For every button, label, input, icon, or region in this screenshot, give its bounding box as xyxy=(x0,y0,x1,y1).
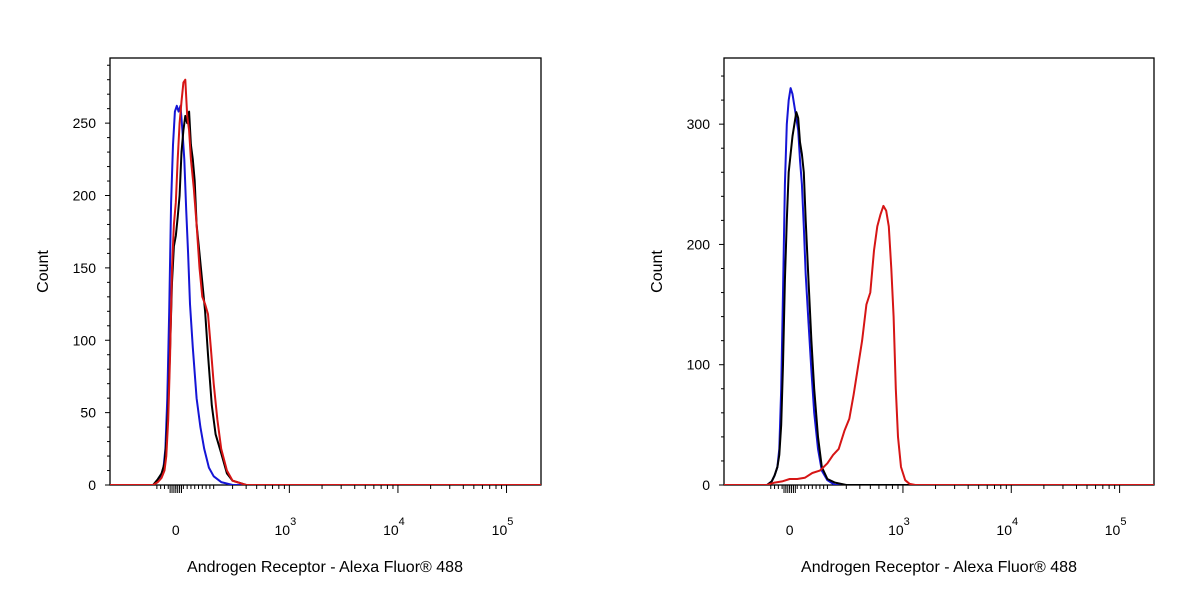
y-tick-label: 300 xyxy=(687,116,711,132)
y-tick-label: 150 xyxy=(73,260,97,276)
histogram-series-line xyxy=(110,104,541,485)
x-tick-base: 10 xyxy=(1105,522,1121,538)
x-tick-base: 10 xyxy=(996,522,1012,538)
x-tick-base: 10 xyxy=(492,522,508,538)
x-tick-base: 10 xyxy=(275,522,291,538)
x-tick-exponent: 3 xyxy=(290,516,296,528)
series-group xyxy=(110,78,541,485)
x-tick-exponent: 4 xyxy=(1012,516,1018,528)
y-tick-label: 200 xyxy=(73,188,97,204)
y-tick-label: 200 xyxy=(687,236,711,252)
x-tick-label: 105 xyxy=(492,516,514,538)
histogram-series-line xyxy=(110,78,541,485)
y-tick-label: 250 xyxy=(73,115,97,131)
histogram-series-line xyxy=(724,111,1154,485)
x-tick-base: 10 xyxy=(383,522,399,538)
histogram-series-line xyxy=(110,110,541,485)
histogram-series-line xyxy=(724,87,1154,485)
y-tick-label: 0 xyxy=(88,477,96,493)
x-tick-base: 0 xyxy=(172,522,180,538)
x-tick-label: 105 xyxy=(1105,516,1127,538)
x-tick-exponent: 4 xyxy=(399,516,405,528)
x-tick-label: 0 xyxy=(172,522,180,538)
y-tick-label: 0 xyxy=(702,477,710,493)
x-tick-label: 104 xyxy=(383,516,405,538)
x-tick-base: 0 xyxy=(786,522,794,538)
x-tick-base: 10 xyxy=(888,522,904,538)
x-tick-label: 103 xyxy=(275,516,297,538)
x-tick-label: 103 xyxy=(888,516,910,538)
plot-frame xyxy=(723,57,1155,486)
x-tick-exponent: 5 xyxy=(507,516,513,528)
histogram-series-line xyxy=(724,204,1154,485)
x-axis-label: Androgen Receptor - Alexa Fluor® 488 xyxy=(187,559,463,576)
y-axis-label: Count xyxy=(35,250,52,293)
y-axis-label: Count xyxy=(649,250,666,293)
x-axis-label: Androgen Receptor - Alexa Fluor® 488 xyxy=(801,559,1077,576)
y-tick-label: 100 xyxy=(73,332,97,348)
x-tick-label: 0 xyxy=(786,522,794,538)
x-tick-label: 104 xyxy=(996,516,1018,538)
series-group xyxy=(724,87,1154,485)
x-tick-exponent: 3 xyxy=(904,516,910,528)
y-tick-label: 50 xyxy=(80,405,96,421)
y-tick-label: 100 xyxy=(687,357,711,373)
x-tick-exponent: 5 xyxy=(1120,516,1126,528)
